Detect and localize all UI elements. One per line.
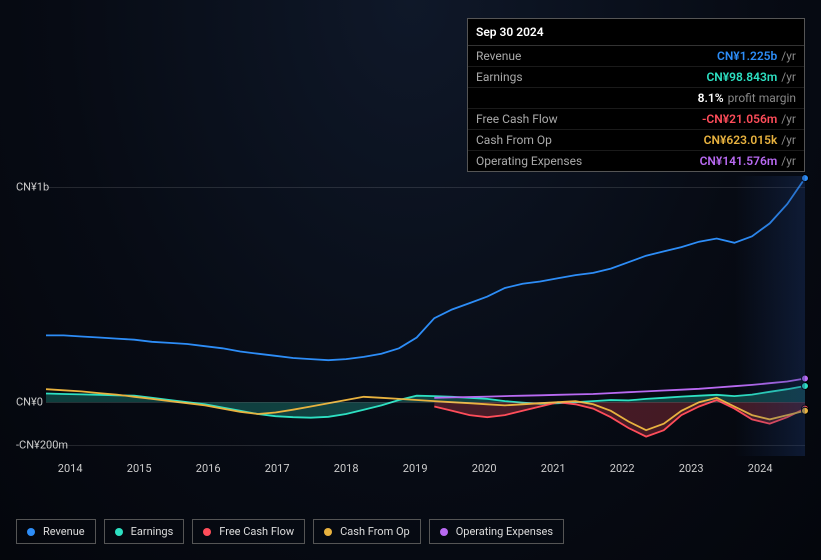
x-axis: 2014 2015 2016 2017 2018 2019 2020 2021 2022 2023… [46,460,805,478]
tooltip-date: Sep 30 2024 [468,19,804,46]
tooltip-value: CN¥141.576m [700,154,778,168]
tooltip-label: Earnings [476,70,706,84]
legend-item[interactable]: Free Cash Flow [192,519,305,544]
legend-swatch-icon [27,528,35,536]
x-axis-label: 2021 [541,462,566,475]
x-axis-label: 2020 [472,462,497,475]
legend-swatch-icon [324,528,332,536]
legend-label: Free Cash Flow [219,525,294,538]
plot-area[interactable] [46,176,805,456]
legend-swatch-icon [440,528,448,536]
tooltip-label: Revenue [476,49,717,63]
x-axis-label: 2015 [127,462,152,475]
tooltip-label: Cash From Op [476,133,704,147]
tooltip-row: Cash From OpCN¥623.015k/yr [468,130,804,151]
legend-label: Earnings [131,525,174,538]
tooltip-label: Free Cash Flow [476,112,702,126]
tooltip-value: -CN¥21.056m [702,112,777,126]
legend-swatch-icon [203,528,211,536]
legend-label: Cash From Op [340,525,410,538]
x-axis-label: 2014 [58,462,83,475]
tooltip-value: CN¥623.015k [704,133,778,147]
tooltip-value: CN¥1.225b [717,49,777,63]
tooltip-suffix: /yr [781,112,796,126]
legend: Revenue Earnings Free Cash Flow Cash From O… [16,519,564,544]
x-axis-label: 2023 [679,462,704,475]
chart: CN¥1bCN¥0-CN¥200m 2014201520162017201820… [16,176,805,478]
tooltip-suffix: /yr [781,133,796,147]
gridline [46,187,805,188]
legend-swatch-icon [115,528,123,536]
chart-svg [46,176,805,456]
x-axis-label: 2016 [196,462,221,475]
tooltip-row: Free Cash Flow-CN¥21.056m/yr [468,109,804,130]
tooltip-row: Operating ExpensesCN¥141.576m/yr [468,151,804,171]
tooltip-suffix: /yr [781,49,796,63]
series-line [46,178,805,360]
x-axis-label: 2019 [403,462,428,475]
tooltip-suffix: profit margin [728,91,796,105]
x-axis-label: 2017 [265,462,290,475]
y-axis-label: CN¥1b [16,180,49,193]
legend-label: Operating Expenses [456,525,553,538]
tooltip-label: Operating Expenses [476,154,700,168]
tooltip-label [476,91,698,105]
x-axis-label: 2022 [610,462,635,475]
tooltip-row: EarningsCN¥98.843m/yr [468,67,804,88]
x-axis-label: 2024 [748,462,773,475]
highlight-band [735,176,805,456]
tooltip-suffix: /yr [781,70,796,84]
tooltip-row: RevenueCN¥1.225b/yr [468,46,804,67]
gridline [46,402,805,403]
tooltip-value: CN¥98.843m [706,70,777,84]
legend-item[interactable]: Earnings [104,519,185,544]
legend-item[interactable]: Cash From Op [313,519,421,544]
tooltip-suffix: /yr [781,154,796,168]
legend-label: Revenue [43,525,85,538]
tooltip-value: 8.1% [698,91,724,105]
tooltip-row: 8.1% profit margin [468,88,804,109]
chart-tooltip: Sep 30 2024 RevenueCN¥1.225b/yrEarningsC… [467,18,805,172]
legend-item[interactable]: Operating Expenses [429,519,564,544]
y-axis-label: CN¥0 [16,396,43,409]
legend-item[interactable]: Revenue [16,519,96,544]
gridline [46,445,805,446]
x-axis-label: 2018 [334,462,359,475]
